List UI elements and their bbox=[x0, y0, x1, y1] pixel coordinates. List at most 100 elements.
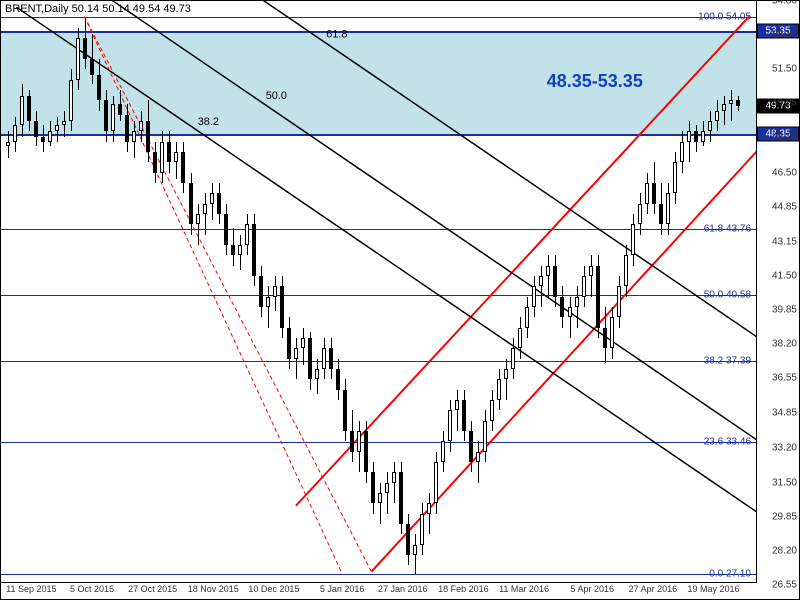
candle-body bbox=[652, 183, 656, 204]
candle-body bbox=[13, 125, 17, 142]
candle-body bbox=[6, 142, 10, 146]
candle-wick bbox=[296, 338, 297, 379]
y-axis-tick: 51.50 bbox=[772, 64, 797, 75]
y-axis: 54.8053.1551.5049.8548.2046.5044.8543.15… bbox=[756, 1, 799, 583]
candle-body bbox=[238, 245, 242, 255]
zone-label: 48.35-53.35 bbox=[547, 71, 643, 92]
candle-body bbox=[631, 224, 635, 255]
candle-body bbox=[357, 431, 361, 452]
candle-wick bbox=[380, 483, 381, 524]
candle-body bbox=[364, 431, 368, 472]
candle-body bbox=[638, 204, 642, 225]
candle-body bbox=[483, 421, 487, 452]
y-axis-tick: 33.20 bbox=[772, 442, 797, 453]
x-axis-tick: 27 Jan 2016 bbox=[378, 584, 428, 594]
candle-body bbox=[490, 400, 494, 421]
plot-area[interactable]: 48.35-53.35100.0 54.0561.8 43.7650.0 40.… bbox=[1, 1, 757, 583]
candle-body bbox=[203, 204, 207, 214]
y-axis-tick: 46.50 bbox=[772, 167, 797, 178]
candle-body bbox=[62, 121, 66, 125]
candle-wick bbox=[205, 193, 206, 234]
fib-line bbox=[1, 229, 757, 230]
x-axis: 11 Sep 20155 Oct 201527 Oct 201518 Nov 2… bbox=[1, 582, 757, 599]
fib-line bbox=[1, 17, 757, 18]
candle-body bbox=[371, 472, 375, 503]
y-axis-tick: 48.20 bbox=[772, 132, 797, 143]
x-axis-tick: 11 Sep 2015 bbox=[6, 584, 56, 594]
fib-label: 0.0 27.10 bbox=[707, 568, 753, 579]
x-axis-tick: 5 Apr 2016 bbox=[570, 584, 614, 594]
candle-body bbox=[694, 131, 698, 141]
candle-body bbox=[118, 104, 122, 114]
candle-body bbox=[224, 214, 228, 245]
x-axis-tick: 27 Apr 2016 bbox=[629, 584, 678, 594]
candle-body bbox=[659, 204, 663, 225]
candle-body bbox=[41, 137, 45, 141]
candle-body bbox=[111, 104, 115, 131]
x-axis-tick: 18 Nov 2015 bbox=[188, 584, 239, 594]
candle-wick bbox=[541, 266, 542, 307]
candle-body bbox=[245, 224, 249, 245]
candle-wick bbox=[506, 359, 507, 400]
candle-body bbox=[448, 410, 452, 441]
y-axis-tick: 28.20 bbox=[772, 545, 797, 556]
candle-body bbox=[378, 493, 382, 503]
candle-wick bbox=[591, 255, 592, 296]
candle-body bbox=[266, 297, 270, 307]
y-axis-tick: 38.20 bbox=[772, 339, 797, 350]
candle-body bbox=[48, 131, 52, 141]
candle-body bbox=[181, 152, 185, 183]
candle-body bbox=[252, 224, 256, 276]
candle-body bbox=[525, 307, 529, 328]
candle-body bbox=[462, 400, 466, 431]
candle-body bbox=[160, 142, 164, 173]
y-axis-tick: 54.80 bbox=[772, 0, 797, 7]
candle-wick bbox=[387, 472, 388, 513]
candle-body bbox=[589, 266, 593, 276]
fib-line bbox=[1, 574, 757, 575]
key-level-line bbox=[1, 31, 757, 33]
candle-wick bbox=[198, 204, 199, 245]
candle-body bbox=[90, 59, 94, 76]
candle-body bbox=[83, 38, 87, 59]
candle-body bbox=[329, 348, 333, 369]
candle-body bbox=[680, 142, 684, 163]
y-axis-tick: 26.55 bbox=[772, 580, 797, 591]
fib-label: 61.8 43.76 bbox=[702, 224, 753, 235]
candle-body bbox=[610, 317, 614, 348]
x-axis-tick: 27 Oct 2015 bbox=[128, 584, 177, 594]
fib-line bbox=[1, 295, 757, 296]
candle-body bbox=[476, 452, 480, 462]
candle-body bbox=[322, 348, 326, 369]
candle-body bbox=[420, 514, 424, 545]
candle-body bbox=[280, 286, 284, 327]
y-axis-tick: 34.85 bbox=[772, 408, 797, 419]
y-axis-tick: 49.85 bbox=[772, 98, 797, 109]
candle-body bbox=[273, 286, 277, 296]
candle-body bbox=[624, 255, 628, 286]
candle-wick bbox=[724, 96, 725, 125]
candle-body bbox=[687, 131, 691, 141]
candle-body bbox=[729, 100, 733, 104]
candle-body bbox=[736, 100, 740, 106]
candle-body bbox=[315, 369, 319, 379]
x-axis-tick: 18 Feb 2016 bbox=[438, 584, 489, 594]
candle-body bbox=[406, 524, 410, 555]
fib-label: 100.0 54.05 bbox=[696, 11, 753, 22]
candle-body bbox=[708, 121, 712, 131]
candle-body bbox=[413, 545, 417, 555]
fib-line bbox=[1, 442, 757, 443]
candle-body bbox=[497, 379, 501, 400]
candle-body bbox=[259, 276, 263, 307]
candle-body bbox=[504, 369, 508, 379]
candle-body bbox=[153, 152, 157, 173]
candle-body bbox=[294, 348, 298, 358]
candle-body bbox=[715, 111, 719, 121]
candle-body bbox=[27, 96, 31, 121]
key-level-line bbox=[1, 134, 757, 136]
candle-wick bbox=[457, 390, 458, 431]
candle-body bbox=[20, 96, 24, 125]
candle-body bbox=[350, 431, 354, 452]
candle-body bbox=[231, 245, 235, 255]
y-axis-tick: 43.15 bbox=[772, 236, 797, 247]
